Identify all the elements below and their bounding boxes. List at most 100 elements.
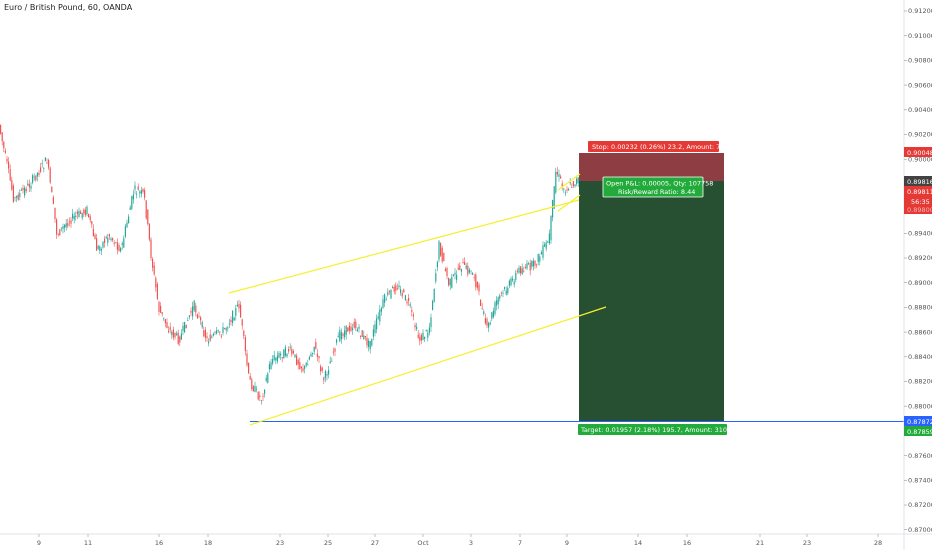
candle-body [321,367,323,371]
candle-body [104,238,106,243]
candle-body [248,362,250,374]
candle-body [577,177,579,184]
current-price-tag: 0.89816 [904,176,932,186]
candle-body [401,292,403,297]
time-tick-label: 11 [84,539,92,547]
candle-body [51,186,53,193]
candle-body [313,346,315,352]
candle-body [121,242,123,246]
candle-body [112,238,114,241]
candle-body [540,252,542,255]
target-zone[interactable] [579,181,724,422]
symbol-title[interactable]: Euro / British Pound, 60, OANDA [4,3,133,12]
candle-body [249,375,251,380]
candle-body [548,233,550,244]
candle-body [12,185,14,202]
time-tick-label: 18 [204,539,212,547]
candle-body [545,242,547,249]
candle-body [217,330,219,331]
candle-body [574,184,576,187]
candle-body [17,194,19,200]
candle-body [366,337,368,346]
candle-body [230,319,232,323]
candle-body [355,321,357,329]
candle-body [428,327,430,333]
candle-body [353,321,355,328]
candle-body [534,260,536,266]
candle-body [41,163,43,165]
candle-body [364,336,366,338]
candle-body [232,310,234,324]
candle-body [118,244,120,252]
candle-body [553,186,555,209]
candle-body [468,269,470,273]
candle-body [449,278,451,286]
candle-body [368,340,370,347]
candle-body [33,176,35,178]
candle-body [68,221,70,223]
candle-body [465,265,467,269]
channel-lines[interactable] [228,173,607,426]
candle-body [307,364,309,366]
candle-body [531,260,533,267]
candle-body [416,326,418,329]
candle-body [302,368,304,371]
candle-body [219,331,221,333]
candle-body [19,193,21,197]
candle-body [324,370,326,378]
candle-body [350,326,352,331]
candle-body [361,330,363,337]
candle-body [297,359,299,365]
svg-text:0.89811: 0.89811 [907,188,932,196]
candle-body [275,357,277,361]
candle-body [380,308,382,312]
stop-zone[interactable] [579,153,724,181]
time-tick-label: 23 [276,539,284,547]
pnl-label: Open P&L: 0.00005, Qty: 107758 Risk/Rewa… [602,176,713,198]
candle-body [174,332,176,338]
candle-body [344,330,346,338]
candle-body [476,281,478,288]
candle-body [369,341,371,350]
candle-body [360,335,362,337]
candle-body [48,159,50,168]
candle-body [392,286,394,289]
candle-body [422,332,424,341]
candle-body [520,266,522,274]
candle-body [286,353,288,357]
candle-body [25,188,27,192]
candle-body [537,254,539,263]
candle-body [288,349,290,352]
candle-body [179,336,181,343]
candle-body [526,263,528,269]
candle-body [396,288,398,290]
candle-body [190,311,192,313]
candle-body [40,167,42,172]
candle-body [296,355,298,365]
candle-body [60,227,62,229]
candle-body [107,237,109,243]
position-zone[interactable] [579,153,724,422]
candle-body [254,385,256,393]
candle-body [6,158,8,162]
time-tick-label: 14 [634,539,642,547]
candle-body [332,351,334,353]
candle-body [483,311,485,315]
candle-body [358,326,360,329]
candle-body [272,359,274,364]
candle-body [132,194,134,200]
candle-body [390,289,392,299]
candle-body [513,281,515,285]
candle-body [395,285,397,291]
candle-body [460,268,462,272]
time-axis[interactable]: 9 11 16 18 23 25 27 Oct 3 7 9 14 16 21 23 28 [37,534,882,547]
